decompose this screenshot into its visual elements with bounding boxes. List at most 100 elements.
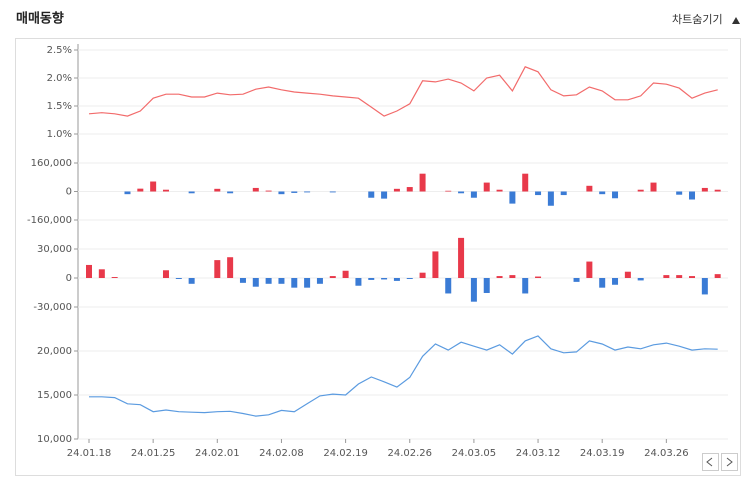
- bar: [586, 261, 593, 278]
- bar: [701, 278, 708, 295]
- bar: [599, 191, 606, 195]
- bar: [265, 190, 272, 192]
- hide-chart-toggle[interactable]: 차트숨기기: [672, 13, 723, 26]
- x-tick-label: 24.03.26: [644, 448, 689, 459]
- x-tick-label: 24.02.26: [387, 448, 432, 459]
- section-title: 매매동향: [16, 11, 64, 27]
- bar: [445, 190, 452, 192]
- bar: [535, 276, 542, 278]
- bar: [432, 251, 439, 278]
- bar: [445, 278, 452, 294]
- bar: [124, 191, 131, 195]
- bar: [676, 275, 683, 278]
- bar: [689, 276, 696, 278]
- bar: [162, 189, 169, 192]
- prev-icon[interactable]: [706, 457, 713, 467]
- bar: [586, 185, 593, 192]
- bar: [650, 182, 657, 192]
- bar: [329, 276, 336, 278]
- line-series: [89, 335, 718, 417]
- bar: [522, 278, 529, 294]
- bar: [137, 188, 144, 192]
- x-tick-label: 24.01.18: [67, 448, 112, 459]
- bar: [316, 278, 323, 284]
- next-button[interactable]: [721, 453, 738, 471]
- chart-frame: [15, 38, 741, 476]
- x-tick-label: 24.03.19: [580, 448, 625, 459]
- bar: [368, 191, 375, 198]
- bar: [496, 189, 503, 192]
- bar: [188, 278, 195, 284]
- x-tick-label: 24.01.25: [131, 448, 176, 459]
- bar: [381, 278, 388, 280]
- bar: [239, 278, 246, 283]
- bar: [496, 276, 503, 278]
- bar: [175, 278, 182, 279]
- y-tick-label: 1.5%: [47, 101, 72, 112]
- y-tick-label: 1.0%: [47, 129, 72, 140]
- bar: [406, 187, 413, 192]
- bar: [291, 191, 298, 193]
- bar: [714, 189, 721, 192]
- bar: [278, 191, 285, 195]
- bar: [509, 275, 516, 278]
- x-tick-label: 24.02.08: [259, 448, 304, 459]
- bar: [535, 191, 542, 196]
- toggle-arrow[interactable]: [732, 17, 740, 24]
- bar: [98, 269, 105, 278]
- bar: [393, 278, 400, 281]
- line-series: [88, 66, 718, 117]
- bar: [214, 188, 221, 192]
- y-tick-label: -160,000: [27, 215, 72, 226]
- bar: [612, 191, 619, 199]
- y-tick-label: 0: [66, 273, 72, 284]
- bar: [560, 191, 567, 196]
- bar: [162, 270, 169, 278]
- next-icon[interactable]: [726, 457, 733, 467]
- y-tick-label: 10,000: [37, 434, 72, 445]
- bar: [637, 278, 644, 281]
- x-tick-label: 24.03.05: [452, 448, 497, 459]
- bar: [573, 278, 580, 282]
- bar: [689, 191, 696, 200]
- y-tick-label: 30,000: [37, 244, 72, 255]
- bar: [509, 191, 516, 204]
- bar: [419, 173, 426, 192]
- bar: [701, 187, 708, 192]
- bar: [714, 274, 721, 278]
- bar: [612, 278, 619, 285]
- bar: [368, 278, 375, 280]
- bar: [637, 189, 644, 192]
- prev-button[interactable]: [702, 453, 719, 471]
- bar: [188, 191, 195, 194]
- x-tick-label: 24.02.19: [323, 448, 368, 459]
- y-tick-label: 2.0%: [47, 73, 72, 84]
- y-tick-label: 20,000: [37, 346, 72, 357]
- bar: [227, 191, 234, 194]
- bar: [214, 260, 221, 278]
- bar: [329, 191, 336, 193]
- bar: [599, 278, 606, 288]
- y-tick-label: 0: [66, 187, 72, 198]
- bar: [470, 278, 477, 302]
- bar: [663, 275, 670, 278]
- bar: [406, 278, 413, 279]
- x-tick-label: 24.03.12: [516, 448, 561, 459]
- bar: [111, 277, 118, 278]
- bar: [470, 191, 477, 198]
- bar: [458, 191, 465, 194]
- bar: [227, 257, 234, 278]
- bar: [304, 191, 311, 193]
- bar: [547, 191, 554, 206]
- bar: [355, 278, 362, 286]
- bar: [483, 278, 490, 293]
- bar: [483, 182, 490, 192]
- y-tick-label: 15,000: [37, 390, 72, 401]
- bar: [265, 278, 272, 284]
- bar: [624, 271, 631, 278]
- bar: [291, 278, 298, 288]
- bar: [304, 278, 311, 288]
- bar: [381, 191, 388, 199]
- bar: [393, 188, 400, 192]
